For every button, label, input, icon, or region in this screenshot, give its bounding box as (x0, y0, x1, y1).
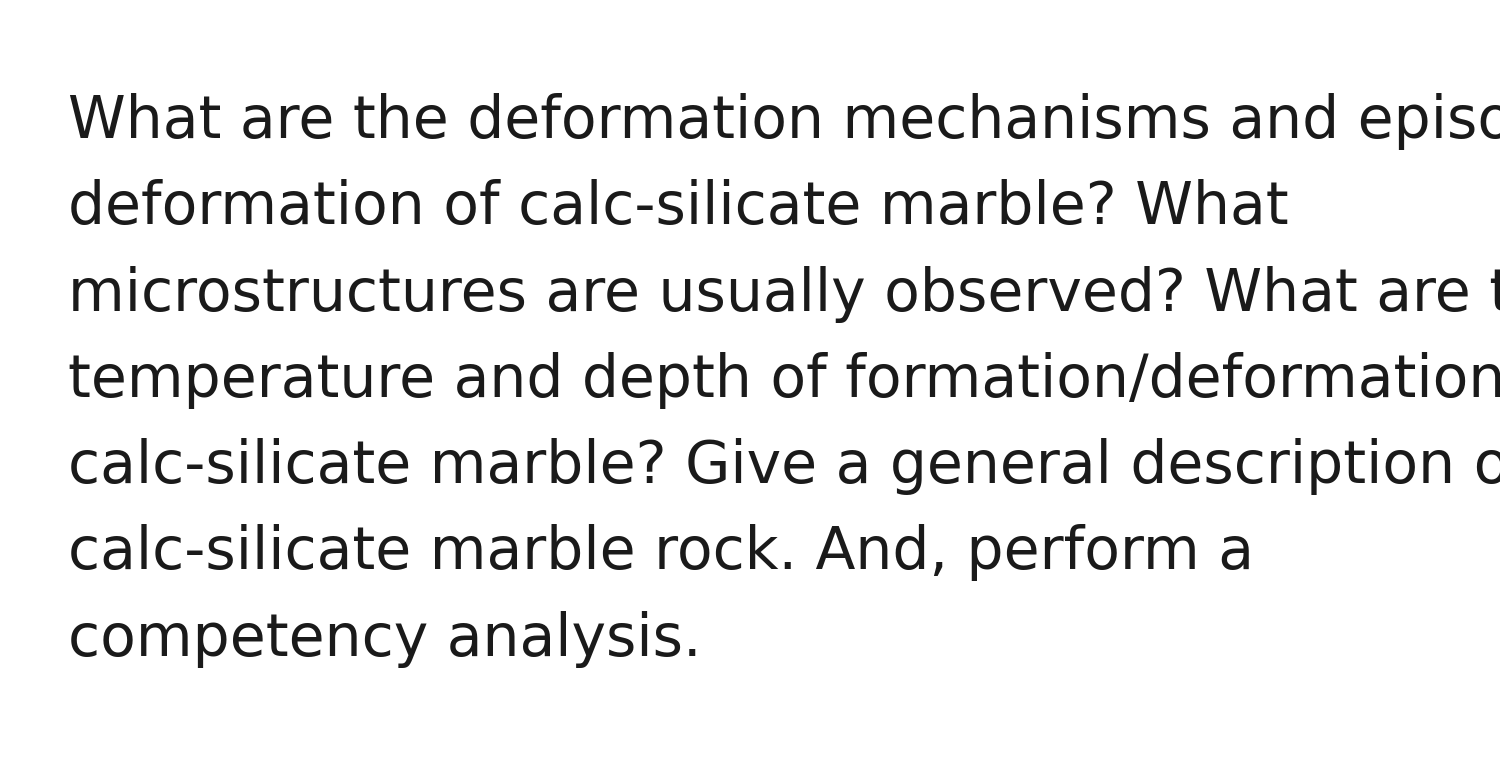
Text: What are the deformation mechanisms and episodic
deformation of calc-silicate ma: What are the deformation mechanisms and … (68, 93, 1500, 667)
